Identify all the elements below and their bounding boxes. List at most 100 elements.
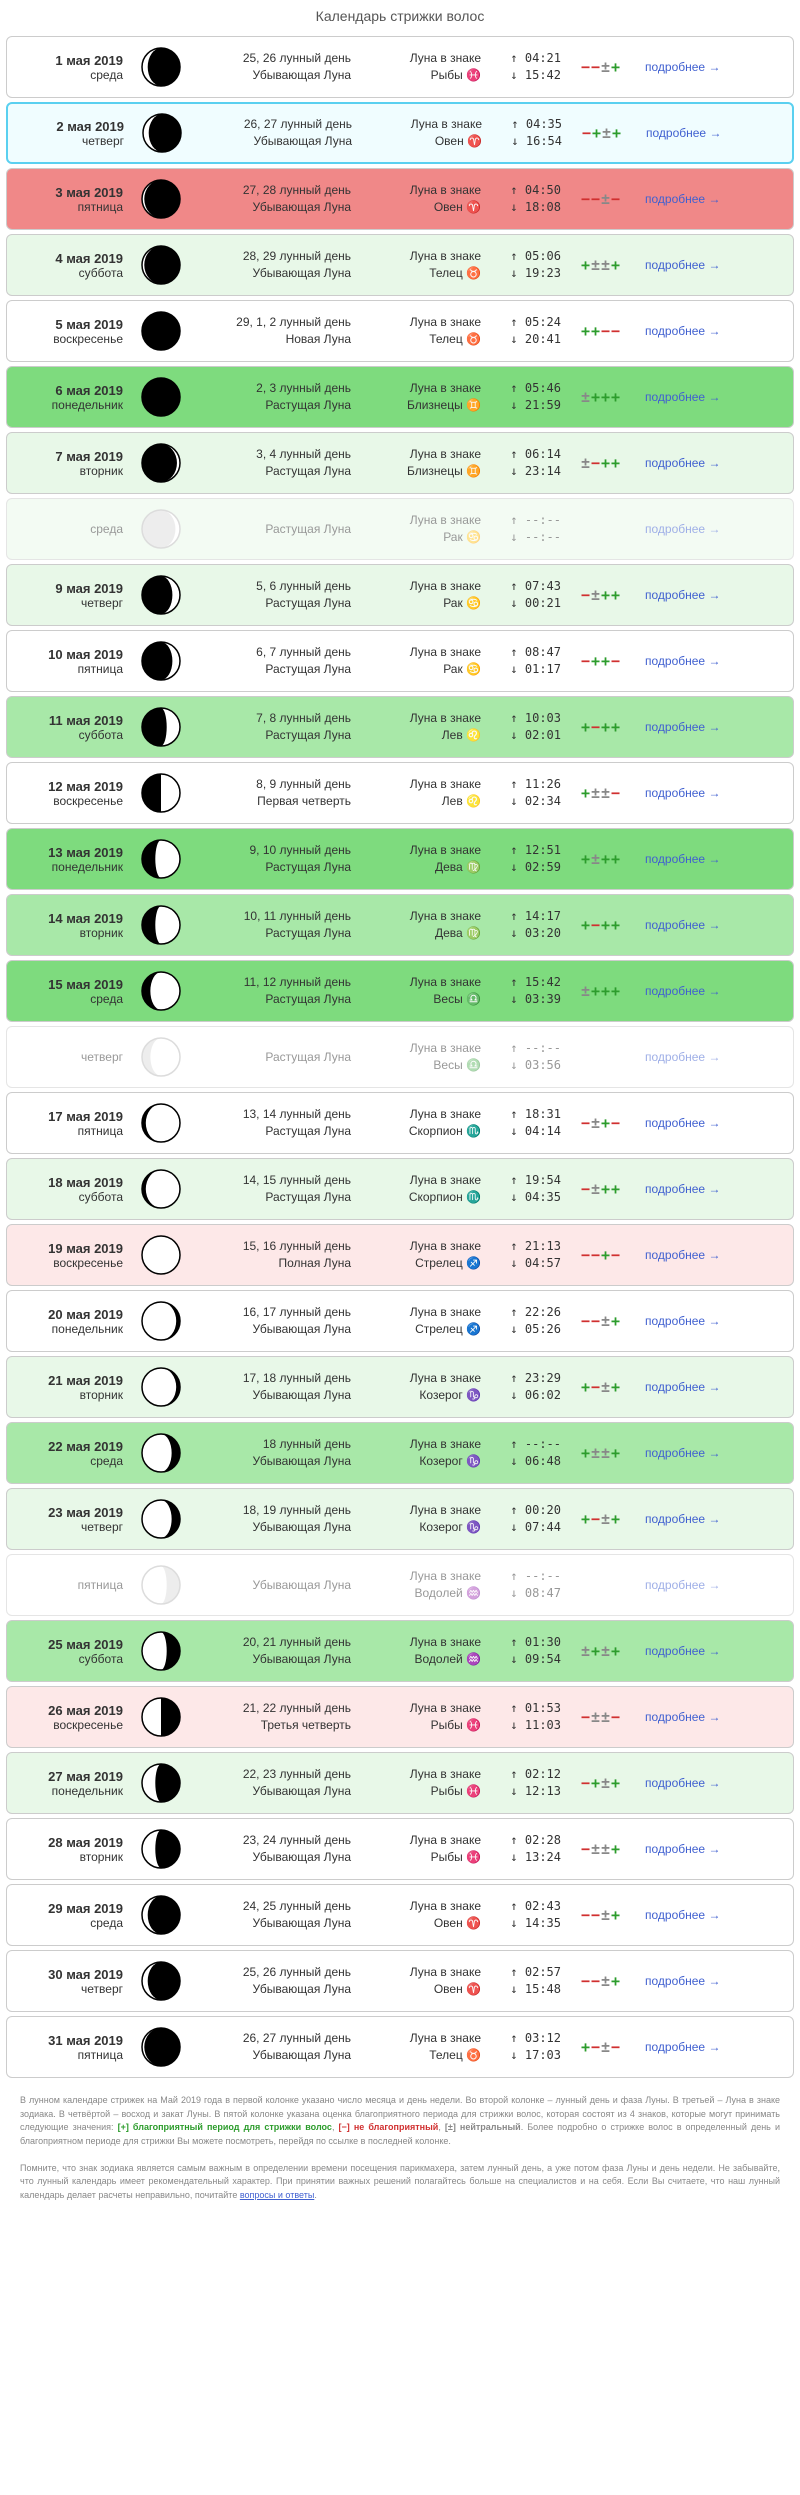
- zodiac-cell: Луна в знаке Стрелец ♐: [351, 1304, 481, 1338]
- moon-phase-icon: [131, 573, 191, 617]
- details-link[interactable]: подробнее →: [645, 1776, 720, 1790]
- date-cell: 29 мая 2019 среда: [11, 1901, 131, 1930]
- calendar-row: 29 мая 2019 среда 24, 25 лунный день Убы…: [6, 1884, 794, 1946]
- date-cell: 22 мая 2019 среда: [11, 1439, 131, 1468]
- zodiac-cell: Луна в знаке Рыбы ♓: [351, 1700, 481, 1734]
- time-cell: ↑ 02:28 ↓ 13:24: [481, 1832, 561, 1866]
- lunar-day-cell: 13, 14 лунный день Растущая Луна: [191, 1106, 351, 1140]
- zodiac-cell: Луна в знаке Овен ♈: [351, 1898, 481, 1932]
- details-link[interactable]: подробнее →: [645, 1710, 720, 1724]
- time-cell: ↑ 19:54 ↓ 04:35: [481, 1172, 561, 1206]
- zodiac-cell: Луна в знаке Рыбы ♓: [351, 1832, 481, 1866]
- lunar-day-cell: 28, 29 лунный день Убывающая Луна: [191, 248, 351, 282]
- zodiac-cell: Луна в знаке Рыбы ♓: [351, 50, 481, 84]
- details-link[interactable]: подробнее →: [645, 60, 720, 74]
- lunar-day-cell: 23, 24 лунный день Убывающая Луна: [191, 1832, 351, 1866]
- details-link[interactable]: подробнее →: [645, 324, 720, 338]
- rating-cell: ±+±+: [561, 1642, 641, 1660]
- details-link[interactable]: подробнее →: [645, 654, 720, 668]
- rating-cell: +±±−: [561, 784, 641, 802]
- calendar-row: среда Растущая Луна Луна в знаке Рак ♋ ↑…: [6, 498, 794, 560]
- details-link[interactable]: подробнее →: [645, 786, 720, 800]
- lunar-day-cell: 27, 28 лунный день Убывающая Луна: [191, 182, 351, 216]
- lunar-day-cell: 14, 15 лунный день Растущая Луна: [191, 1172, 351, 1206]
- details-link[interactable]: подробнее →: [645, 1644, 720, 1658]
- lunar-day-cell: 5, 6 лунный день Растущая Луна: [191, 578, 351, 612]
- rating-cell: −−±+: [561, 1906, 641, 1924]
- details-link[interactable]: подробнее →: [645, 258, 720, 272]
- details-link[interactable]: подробнее →: [645, 1182, 720, 1196]
- details-link[interactable]: подробнее →: [645, 1446, 720, 1460]
- calendar-row: 20 мая 2019 понедельник 16, 17 лунный де…: [6, 1290, 794, 1352]
- details-link[interactable]: подробнее →: [645, 1908, 720, 1922]
- lunar-day-cell: 11, 12 лунный день Растущая Луна: [191, 974, 351, 1008]
- details-link[interactable]: подробнее →: [645, 2040, 720, 2054]
- time-cell: ↑ 10:03 ↓ 02:01: [481, 710, 561, 744]
- moon-phase-icon: [131, 309, 191, 353]
- date-cell: 9 мая 2019 четверг: [11, 581, 131, 610]
- rating-cell: ±−++: [561, 454, 641, 472]
- details-link[interactable]: подробнее →: [645, 1578, 720, 1592]
- details-link[interactable]: подробнее →: [645, 918, 720, 932]
- time-cell: ↑ --:-- ↓ 03:56: [481, 1040, 561, 1074]
- lunar-day-cell: 7, 8 лунный день Растущая Луна: [191, 710, 351, 744]
- details-link[interactable]: подробнее →: [645, 1050, 720, 1064]
- details-link[interactable]: подробнее →: [645, 390, 720, 404]
- moon-phase-icon: [131, 1959, 191, 2003]
- details-link[interactable]: подробнее →: [645, 1974, 720, 1988]
- date-cell: 15 мая 2019 среда: [11, 977, 131, 1006]
- moon-phase-icon: [131, 2025, 191, 2069]
- rating-cell: +−++: [561, 916, 641, 934]
- date-cell: 6 мая 2019 понедельник: [11, 383, 131, 412]
- details-link[interactable]: подробнее →: [646, 126, 721, 140]
- details-link[interactable]: подробнее →: [645, 1248, 720, 1262]
- details-link[interactable]: подробнее →: [645, 192, 720, 206]
- calendar-row: 13 мая 2019 понедельник 9, 10 лунный ден…: [6, 828, 794, 890]
- time-cell: ↑ 22:26 ↓ 05:26: [481, 1304, 561, 1338]
- zodiac-cell: Луна в знаке Скорпион ♏: [351, 1106, 481, 1140]
- moon-phase-icon: [131, 1761, 191, 1805]
- date-cell: 14 мая 2019 вторник: [11, 911, 131, 940]
- rating-cell: ±+++: [561, 388, 641, 406]
- details-link[interactable]: подробнее →: [645, 720, 720, 734]
- time-cell: ↑ --:-- ↓ 08:47: [481, 1568, 561, 1602]
- footer-text: В лунном календаре стрижек на Май 2019 г…: [0, 2082, 800, 2214]
- time-cell: ↑ 15:42 ↓ 03:39: [481, 974, 561, 1008]
- date-cell: 21 мая 2019 вторник: [11, 1373, 131, 1402]
- details-link[interactable]: подробнее →: [645, 984, 720, 998]
- moon-phase-icon: [131, 1167, 191, 1211]
- lunar-day-cell: Растущая Луна: [191, 1049, 351, 1066]
- moon-phase-icon: [131, 771, 191, 815]
- calendar-row: пятница Убывающая Луна Луна в знаке Водо…: [6, 1554, 794, 1616]
- zodiac-cell: Луна в знаке Весы ♎: [351, 974, 481, 1008]
- details-link[interactable]: подробнее →: [645, 852, 720, 866]
- details-link[interactable]: подробнее →: [645, 456, 720, 470]
- date-cell: 28 мая 2019 вторник: [11, 1835, 131, 1864]
- date-cell: 18 мая 2019 суббота: [11, 1175, 131, 1204]
- rating-cell: −−+−: [561, 1246, 641, 1264]
- faq-link[interactable]: вопросы и ответы: [240, 2190, 314, 2200]
- moon-phase-icon: [131, 705, 191, 749]
- moon-phase-icon: [131, 1497, 191, 1541]
- details-link[interactable]: подробнее →: [645, 1380, 720, 1394]
- moon-phase-icon: [131, 375, 191, 419]
- date-cell: 23 мая 2019 четверг: [11, 1505, 131, 1534]
- details-link[interactable]: подробнее →: [645, 1314, 720, 1328]
- calendar-row: 22 мая 2019 среда 18 лунный день Убывающ…: [6, 1422, 794, 1484]
- lunar-day-cell: 8, 9 лунный день Первая четверть: [191, 776, 351, 810]
- zodiac-cell: Луна в знаке Овен ♈: [351, 182, 481, 216]
- date-cell: 13 мая 2019 понедельник: [11, 845, 131, 874]
- time-cell: ↑ 02:12 ↓ 12:13: [481, 1766, 561, 1800]
- rating-cell: +−++: [561, 718, 641, 736]
- zodiac-cell: Луна в знаке Водолей ♒: [351, 1634, 481, 1668]
- time-cell: ↑ 01:53 ↓ 11:03: [481, 1700, 561, 1734]
- details-link[interactable]: подробнее →: [645, 1842, 720, 1856]
- zodiac-cell: Луна в знаке Козерог ♑: [351, 1370, 481, 1404]
- details-link[interactable]: подробнее →: [645, 588, 720, 602]
- rating-cell: +−±+: [561, 1378, 641, 1396]
- calendar-row: 26 мая 2019 воскресенье 21, 22 лунный де…: [6, 1686, 794, 1748]
- details-link[interactable]: подробнее →: [645, 1512, 720, 1526]
- moon-phase-icon: [131, 1233, 191, 1277]
- details-link[interactable]: подробнее →: [645, 1116, 720, 1130]
- details-link[interactable]: подробнее →: [645, 522, 720, 536]
